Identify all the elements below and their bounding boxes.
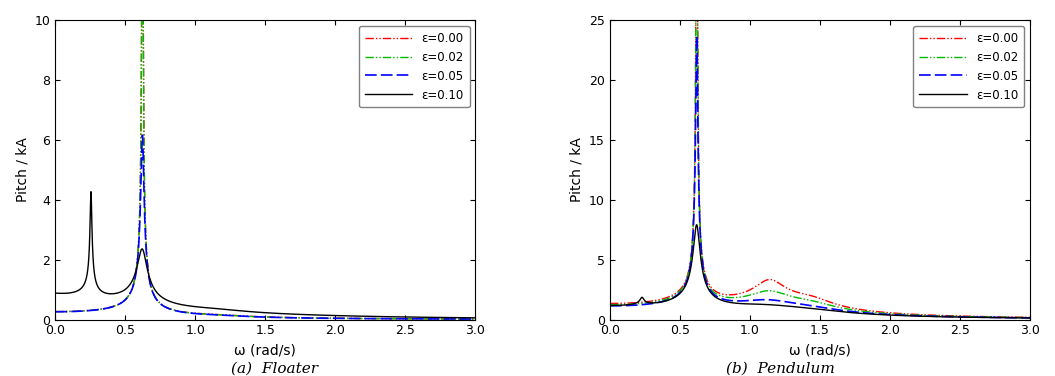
Text: (a)  Floater: (a) Floater xyxy=(231,361,318,375)
Legend: ε=0.00, ε=0.02, ε=0.05, ε=0.10: ε=0.00, ε=0.02, ε=0.05, ε=0.10 xyxy=(359,26,469,108)
Text: (b)  Pendulum: (b) Pendulum xyxy=(726,361,836,375)
Y-axis label: Pitch / kA: Pitch / kA xyxy=(570,137,583,202)
Legend: ε=0.00, ε=0.02, ε=0.05, ε=0.10: ε=0.00, ε=0.02, ε=0.05, ε=0.10 xyxy=(914,26,1024,108)
X-axis label: ω (rad/s): ω (rad/s) xyxy=(789,343,851,357)
X-axis label: ω (rad/s): ω (rad/s) xyxy=(234,343,296,357)
Y-axis label: Pitch / kA: Pitch / kA xyxy=(15,137,28,202)
